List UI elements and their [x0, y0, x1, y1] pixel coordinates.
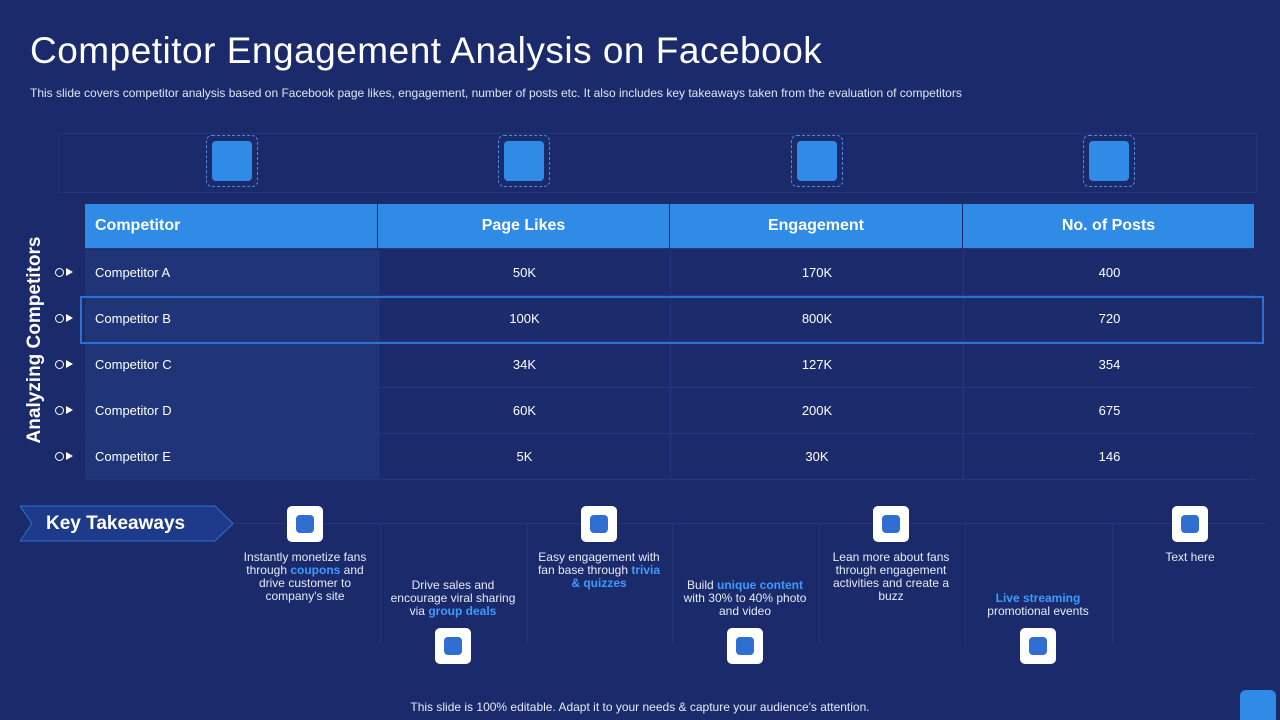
takeaway-text: Drive sales and encourage viral sharing …: [388, 579, 518, 618]
table-cell: Competitor E: [85, 434, 378, 480]
table-cell: 5K: [378, 434, 670, 480]
table-cell: 800K: [670, 296, 963, 342]
takeaway-part: unique content: [717, 578, 804, 592]
icon-fill: [1181, 515, 1199, 533]
row-marker: [55, 360, 64, 369]
table-cell: 675: [963, 388, 1255, 434]
icon-fill: [1029, 637, 1047, 655]
icon-fill: [1089, 141, 1129, 181]
takeaway-panel: [672, 524, 820, 644]
icon-fill: [504, 141, 544, 181]
footer: This slide is 100% editable. Adapt it to…: [410, 700, 870, 714]
row-marker: [55, 268, 64, 277]
row-arrow: [66, 314, 73, 322]
timeline: [235, 523, 1265, 524]
takeaway-part: Live streaming: [995, 591, 1081, 605]
table-cell: Competitor B: [85, 296, 378, 342]
table-cell: Competitor D: [85, 388, 378, 434]
highlight-frame: [80, 296, 1264, 344]
takeaway-panel: [965, 524, 1113, 644]
icon-fill: [296, 515, 314, 533]
title: Competitor Engagement Analysis on Facebo…: [30, 30, 823, 71]
table-cell: 30K: [670, 434, 963, 480]
subtitle: This slide covers competitor analysis ba…: [30, 86, 962, 100]
takeaways-title: Key Takeaways: [46, 513, 186, 534]
table-cell: 200K: [670, 388, 963, 434]
takeaway-text: Text here: [1125, 551, 1255, 564]
takeaway-icon: [581, 506, 617, 542]
table-cell: Competitor C: [85, 342, 378, 388]
takeaway-part: Build: [686, 578, 718, 592]
header-cell: Page Likes: [378, 204, 670, 249]
takeaway-text: Lean more about fans through engagement …: [826, 551, 956, 603]
takeaway-icon: [1172, 506, 1208, 542]
takeaway-text: Instantly monetize fans through coupons …: [240, 551, 370, 603]
header-cell: Competitor: [85, 204, 378, 249]
table-cell: Competitor A: [85, 250, 378, 296]
icon-panel: [58, 133, 1257, 193]
header-cell: Engagement: [670, 204, 963, 249]
column-icon: [205, 135, 258, 187]
table-cell: 354: [963, 342, 1255, 388]
table-cell: 127K: [670, 342, 963, 388]
takeaway-part: Instantly monetize fans through: [243, 550, 367, 577]
row-arrow: [66, 360, 73, 368]
takeaway-icon: [873, 506, 909, 542]
thumb-icon: [1240, 690, 1276, 720]
takeaway-part: with 30% to 40% photo and video: [683, 591, 807, 618]
icon-fill: [590, 515, 608, 533]
takeaway-part: promotional events: [987, 604, 1089, 618]
takeaway-text: Live streaming promotional events: [973, 592, 1103, 618]
takeaway-icon: [727, 628, 763, 664]
takeaway-part: coupons: [290, 563, 341, 577]
takeaway-text: Build unique content with 30% to 40% pho…: [680, 579, 810, 618]
takeaway-icon: [287, 506, 323, 542]
side-label: Analyzing Competitors: [24, 236, 45, 444]
table-cell: 170K: [670, 250, 963, 296]
row-marker: [55, 314, 64, 323]
header-cell: No. of Posts: [963, 204, 1255, 249]
row-arrow: [66, 406, 73, 414]
row-arrow: [66, 452, 73, 460]
takeaway-text: Easy engagement with fan base through tr…: [534, 551, 664, 590]
takeaway-panel: [380, 524, 528, 644]
takeaway-part: Easy engagement with fan base through: [537, 550, 660, 577]
icon-fill: [882, 515, 900, 533]
takeaway-part: group deals: [428, 604, 497, 618]
takeaways-banner: Key Takeaways: [20, 505, 235, 542]
table-cell: 720: [963, 296, 1255, 342]
table-cell: 146: [963, 434, 1255, 480]
column-icon: [1083, 135, 1135, 187]
row-marker: [55, 406, 64, 415]
column-icon: [790, 135, 843, 187]
column-icon: [498, 135, 550, 187]
table-cell: 60K: [378, 388, 670, 434]
takeaway-part: and drive customer to company's site: [258, 563, 364, 603]
table-cell: 100K: [378, 296, 670, 342]
row-marker: [55, 452, 64, 461]
icon-fill: [736, 637, 754, 655]
banner-shape: [20, 505, 234, 542]
takeaway-part: trivia & quizzes: [571, 563, 661, 590]
row-arrow: [66, 268, 73, 276]
takeaway-icon: [1020, 628, 1056, 664]
icon-fill: [796, 141, 837, 181]
takeaway-part: Lean more about fans through engagement …: [832, 550, 950, 603]
icon-fill: [211, 141, 252, 181]
table-cell: 400: [963, 250, 1255, 296]
icon-fill: [444, 637, 462, 655]
takeaway-part: Drive sales and encourage viral sharing …: [390, 578, 516, 618]
takeaway-part: Text here: [1165, 550, 1215, 564]
takeaway-icon: [435, 628, 471, 664]
table-cell: 50K: [378, 250, 670, 296]
table-cell: 34K: [378, 342, 670, 388]
